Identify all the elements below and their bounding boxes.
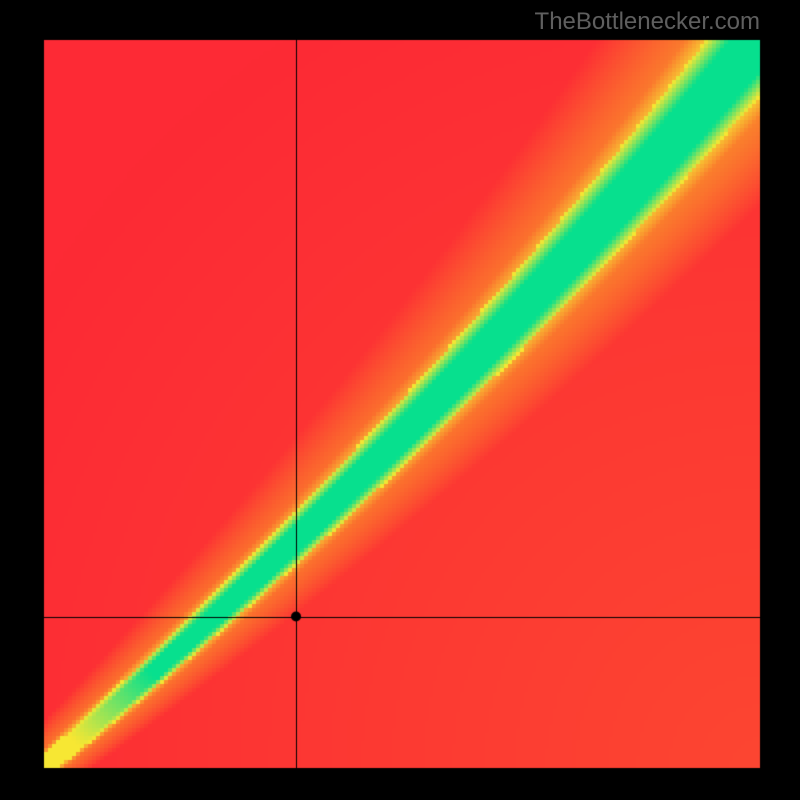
bottleneck-heatmap <box>0 0 800 800</box>
watermark-text: TheBottlenecker.com <box>535 8 760 36</box>
